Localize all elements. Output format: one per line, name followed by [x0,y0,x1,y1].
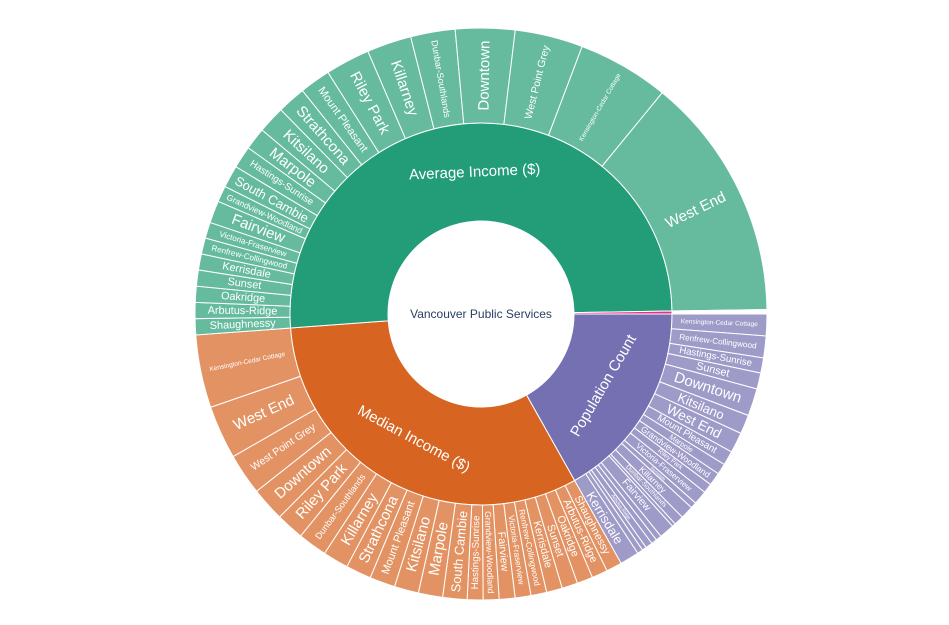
label-average-income-oakridge-2: Oakridge [221,290,266,305]
label-average-income-shaughnessy-0: Shaughnessy [210,317,277,332]
label-median-income-hastings-sunrise-9: Hastings-Sunrise [470,515,483,589]
label-average-income: Average Income ($) [409,161,541,184]
label-average-income-sunset-3: Sunset [227,276,262,292]
label-median-income-south-cambie-10: South Cambie [448,510,470,593]
label-median-income-fairview-7: Fairview [495,531,511,572]
root-label: Vancouver Public Services [410,307,552,321]
label-average-income-arbutus-ridge-1: Arbutus-Ridge [208,305,278,318]
sunburst-rings [194,27,768,601]
label-average-income-downtown-18: Downtown [476,40,494,110]
label-population-count-kensington-cedar-cottage-0: Kensington-Cedar Cottage [681,318,759,328]
wedge-number-of-2021-crimes-mount-pleasant-4[interactable] [671,312,768,315]
label-median-income-grandview-woodland-8: Grandview-Woodland [483,511,496,594]
